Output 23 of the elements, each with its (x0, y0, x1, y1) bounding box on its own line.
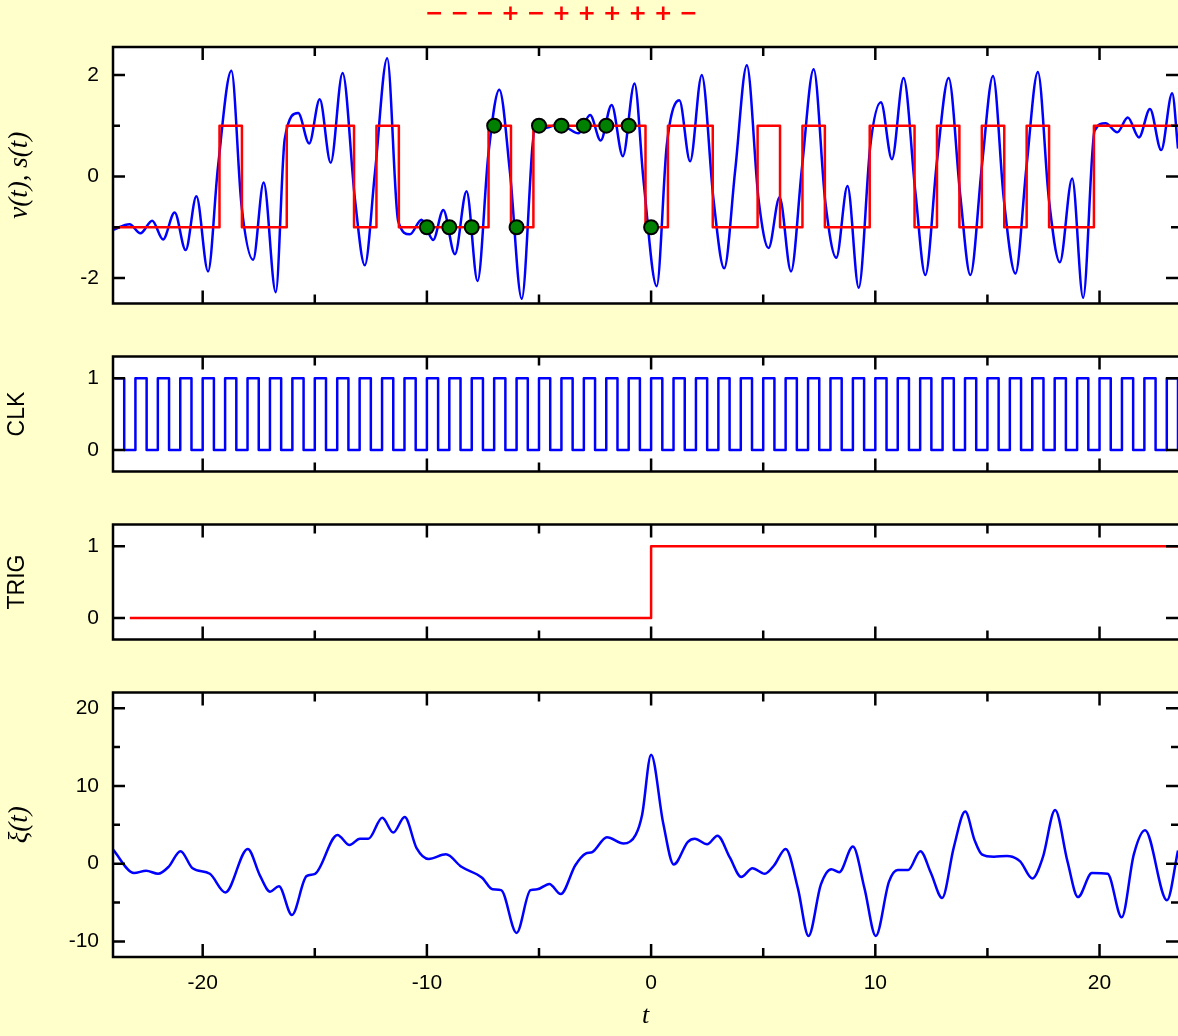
y-tick-label: 20 (75, 694, 99, 718)
y-tick-label: 10 (75, 772, 99, 796)
y-tick-label: 1 (87, 532, 99, 556)
y-tick-label: -2 (80, 264, 99, 288)
y-tick-label: 0 (87, 163, 99, 187)
y-tick-label: 0 (87, 604, 99, 628)
y-tick-label: 0 (87, 850, 99, 874)
y-tick-label: 0 (87, 436, 99, 460)
x-tick-label: -20 (187, 970, 218, 994)
y-axis-title: CLK (3, 390, 30, 437)
y-tick-label: -10 (68, 928, 99, 952)
x-axis-title: t (641, 1000, 650, 1030)
y-tick-label: 2 (87, 61, 99, 85)
y-axis-title: TRIG (3, 554, 30, 610)
x-tick-label: 0 (645, 970, 657, 994)
x-tick-label: -10 (411, 970, 443, 994)
line-series (111, 753, 1178, 938)
x-tick-label: 20 (1087, 970, 1112, 994)
y-axis-title: v(t), s(t) (3, 131, 34, 219)
y-tick-label: 1 (87, 364, 99, 388)
x-tick-label: 10 (863, 970, 887, 994)
y-axis-title: ξ(t) (3, 806, 34, 844)
chart-title: −−−+−+++++− (425, 0, 705, 25)
